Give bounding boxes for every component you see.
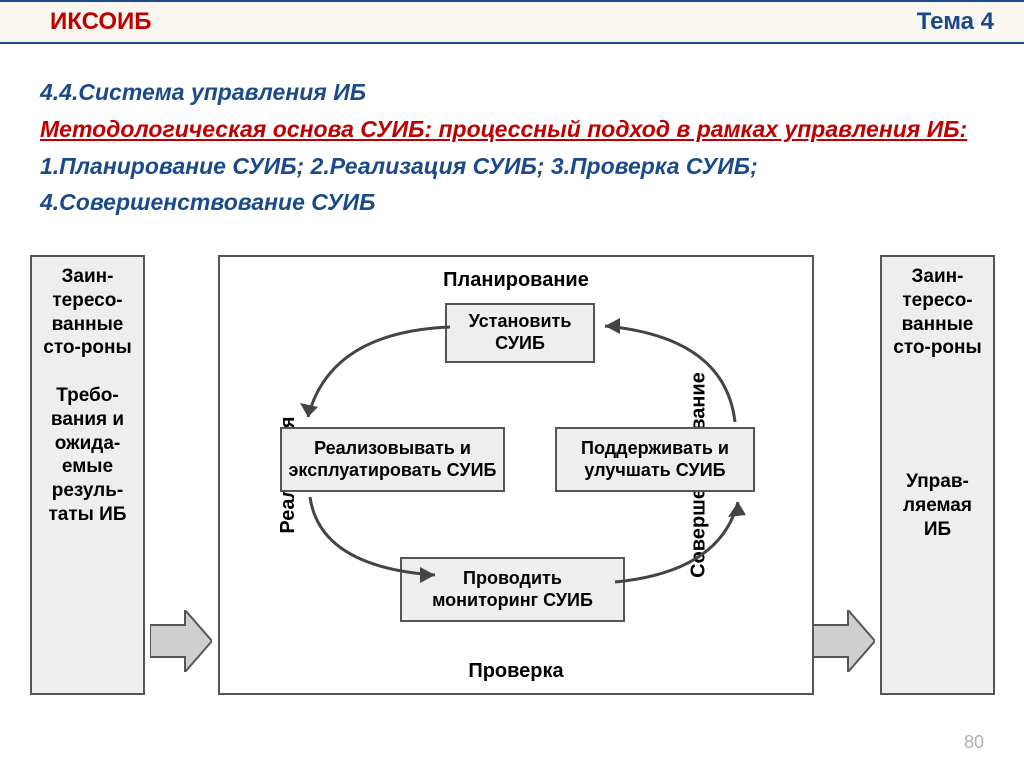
big-arrow-out bbox=[813, 610, 875, 672]
left-stakeholder-panel: Заин-тересо-ванные сто-роны Требо-вания … bbox=[30, 255, 145, 695]
header-bar: ИКСОИБ Тема 4 bbox=[0, 0, 1024, 44]
subtitle-underlined: Методологическая основа СУИБ: процессный… bbox=[40, 116, 967, 142]
pdca-outer-box: Планирование Проверка Реализация Соверше… bbox=[218, 255, 814, 695]
phase-plan: Планирование bbox=[220, 269, 812, 292]
box-establish: Установить СУИБ bbox=[445, 303, 595, 363]
right-panel-line2: Управ-ляемая ИБ bbox=[888, 470, 987, 541]
right-panel-line1: Заин-тересо-ванные сто-роны bbox=[893, 266, 981, 358]
box-establish-text: Установить СУИБ bbox=[453, 311, 587, 354]
big-arrow-in bbox=[150, 610, 212, 672]
diagram-area: Заин-тересо-ванные сто-роны Требо-вания … bbox=[30, 255, 995, 695]
arrow-check-to-act bbox=[600, 487, 760, 597]
left-panel-line1: Заин-тересо-ванные сто-роны bbox=[43, 266, 131, 358]
box-implement-text: Реализовывать и эксплуатировать СУИБ bbox=[288, 438, 497, 481]
arrow-act-to-plan bbox=[580, 312, 760, 437]
phase-check: Проверка bbox=[220, 660, 812, 683]
page-number: 80 bbox=[964, 732, 984, 753]
section-number: 4.4.Система управления ИБ bbox=[40, 74, 984, 111]
arrow-plan-to-do bbox=[290, 317, 460, 437]
header-left-label: ИКСОИБ bbox=[50, 8, 151, 36]
box-maintain-text: Поддерживать и улучшать СУИБ bbox=[563, 438, 747, 481]
arrow-do-to-check bbox=[295, 487, 455, 597]
subtitle-block: Методологическая основа СУИБ: процессный… bbox=[40, 111, 984, 221]
left-panel-line2: Требо-вания и ожида-емые резуль-таты ИБ bbox=[38, 384, 137, 527]
right-stakeholder-panel: Заин-тересо-ванные сто-роны Управ-ляемая… bbox=[880, 255, 995, 695]
header-right-label: Тема 4 bbox=[917, 8, 994, 36]
subtitle-rest: 1.Планирование СУИБ; 2.Реализация СУИБ; … bbox=[40, 153, 758, 216]
title-section: 4.4.Система управления ИБ Методологическ… bbox=[0, 44, 1024, 231]
